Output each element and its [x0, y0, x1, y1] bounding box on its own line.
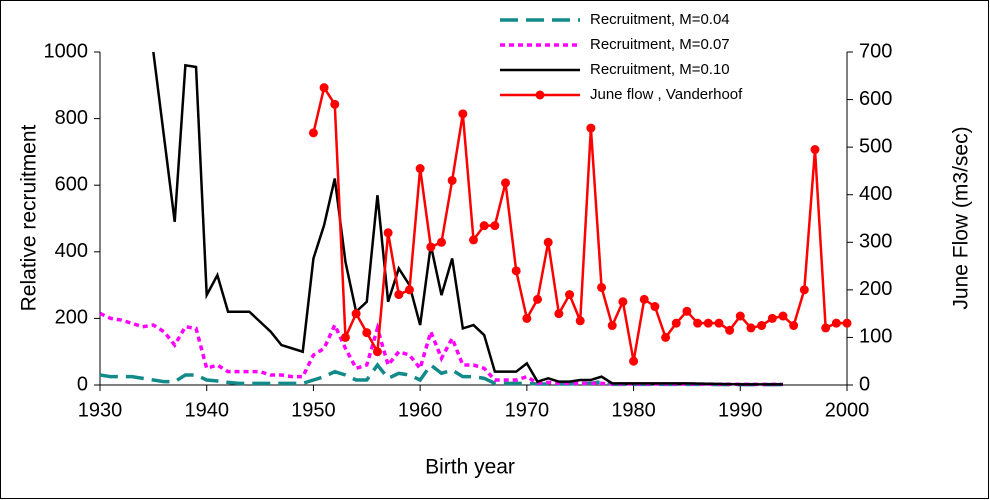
y2-tick-label: 100 — [859, 326, 892, 348]
point — [565, 290, 575, 300]
y2-tick-label: 700 — [859, 40, 892, 62]
point — [629, 356, 639, 366]
point — [436, 237, 446, 247]
legend-label: Recruitment, M=0.10 — [590, 61, 730, 78]
point — [597, 282, 607, 292]
point — [842, 318, 852, 328]
y2-tick-label: 500 — [859, 135, 892, 157]
point — [575, 316, 585, 326]
y-tick-label: 1000 — [44, 40, 89, 62]
point — [789, 321, 799, 331]
y-tick-label: 400 — [55, 240, 88, 262]
point — [778, 311, 788, 321]
point — [810, 145, 820, 155]
y-tick-label: 800 — [55, 107, 88, 129]
point — [554, 309, 564, 319]
x-tick-label: 1930 — [78, 399, 123, 421]
point — [618, 297, 628, 307]
y2-tick-label: 300 — [859, 231, 892, 253]
point — [479, 221, 489, 231]
x-tick-label: 1950 — [291, 399, 336, 421]
x-tick-label: 1970 — [505, 399, 550, 421]
point — [682, 306, 692, 316]
point — [308, 128, 318, 138]
x-tick-label: 1940 — [184, 399, 229, 421]
y-axis-label: Relative recruitment — [18, 124, 41, 311]
y2-tick-label: 200 — [859, 278, 892, 300]
point — [372, 347, 382, 357]
y2-tick-label: 600 — [859, 88, 892, 110]
y2-axis-label: June Flow (m3/sec) — [950, 126, 973, 309]
x-tick-label: 1960 — [398, 399, 443, 421]
point — [330, 99, 340, 109]
point — [522, 313, 532, 323]
point — [725, 325, 735, 335]
point — [757, 321, 767, 331]
y-tick-label: 600 — [55, 173, 88, 195]
point — [714, 318, 724, 328]
legend-label: June flow , Vanderhoof — [590, 86, 743, 103]
point — [458, 109, 468, 119]
legend-label: Recruitment, M=0.04 — [590, 11, 730, 28]
point — [671, 318, 681, 328]
legend-marker — [535, 90, 545, 100]
point — [415, 164, 425, 174]
x-axis-label: Birth year — [425, 456, 515, 479]
point — [661, 332, 671, 342]
point — [362, 328, 372, 338]
series-line — [99, 362, 783, 387]
series-line — [99, 311, 783, 387]
point — [831, 318, 841, 328]
point — [746, 323, 756, 333]
point — [533, 294, 543, 304]
point — [501, 178, 511, 188]
point — [394, 290, 404, 300]
x-tick-label: 1980 — [611, 399, 656, 421]
point — [543, 237, 553, 247]
point — [799, 285, 809, 295]
x-tick-label: 2000 — [825, 399, 870, 421]
legend-label: Recruitment, M=0.07 — [590, 36, 730, 53]
point — [447, 175, 457, 185]
point — [351, 309, 361, 319]
y-tick-label: 0 — [77, 373, 88, 395]
point — [639, 294, 649, 304]
point — [735, 311, 745, 321]
point — [469, 235, 478, 245]
point — [426, 242, 436, 252]
point — [511, 266, 521, 276]
y-tick-label: 200 — [55, 307, 88, 329]
point — [607, 321, 617, 331]
point — [693, 318, 703, 328]
point — [650, 302, 660, 312]
point — [586, 123, 596, 133]
y2-tick-label: 400 — [859, 183, 892, 205]
point — [340, 332, 350, 342]
x-tick-label: 1990 — [718, 399, 763, 421]
point — [319, 83, 329, 93]
y2-tick-label: 0 — [859, 373, 870, 395]
point — [490, 221, 500, 231]
point — [821, 323, 831, 333]
point — [767, 313, 777, 323]
point — [383, 228, 393, 238]
point — [703, 318, 713, 328]
point — [404, 285, 414, 295]
